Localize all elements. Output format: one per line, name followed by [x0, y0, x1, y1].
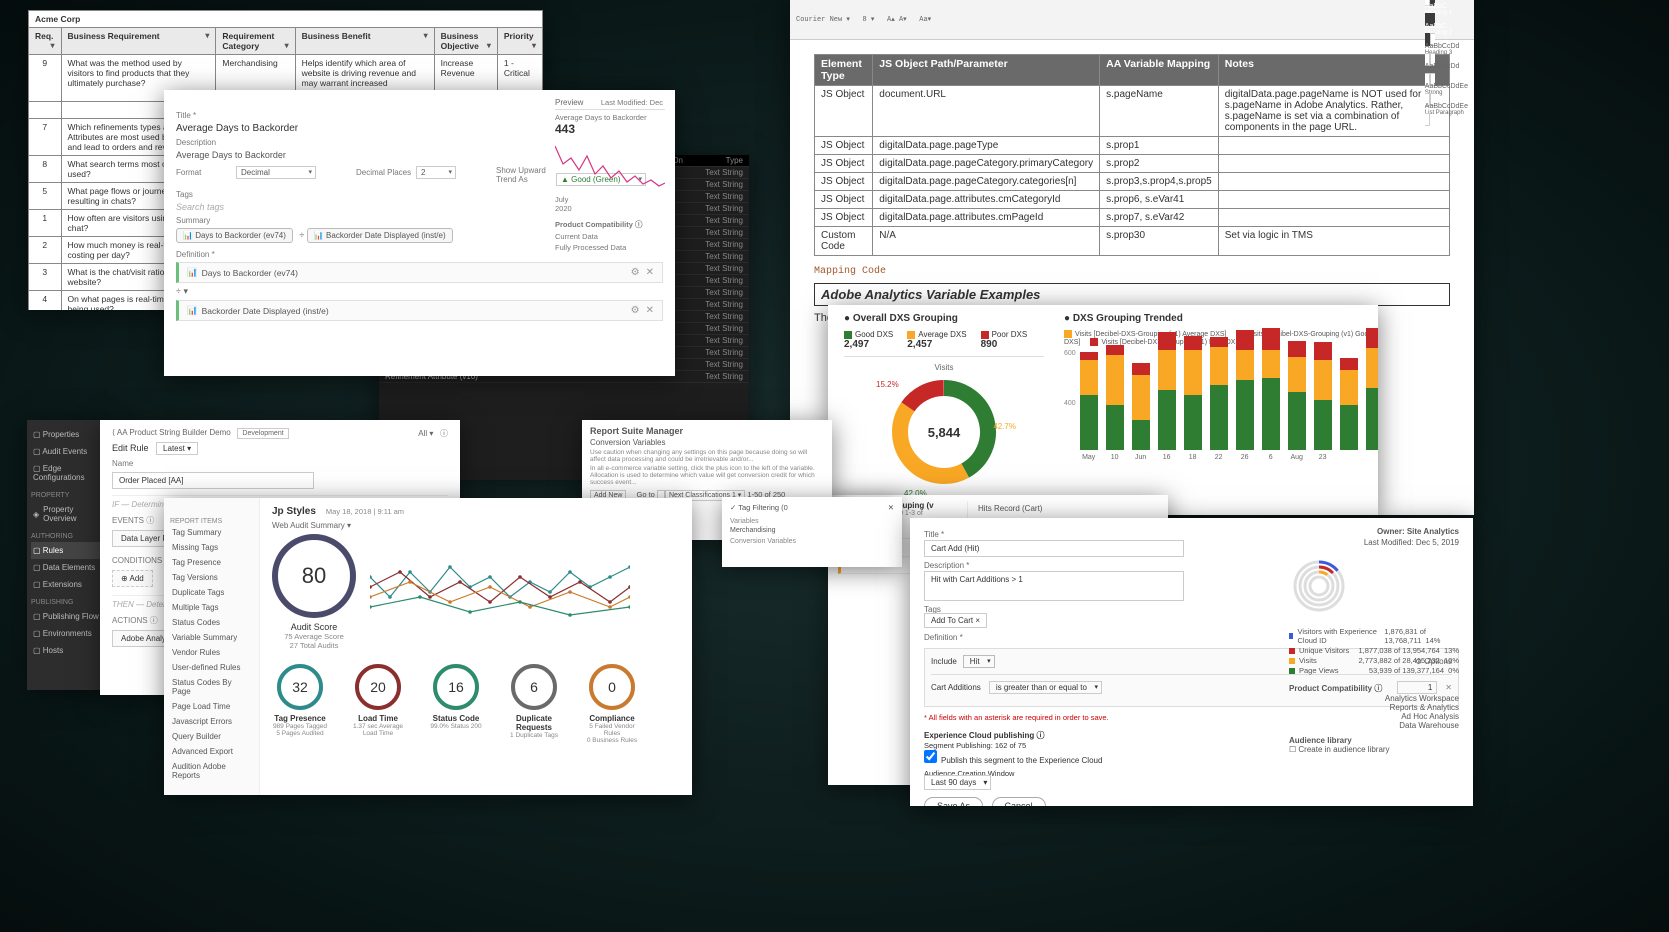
summary-donut: [1289, 556, 1349, 616]
gear-icon[interactable]: ⚙: [631, 267, 640, 278]
corp-header: Acme Corp: [29, 11, 543, 28]
close-icon[interactable]: ✕: [646, 267, 654, 278]
audit-sidebar: REPORT ITEMSTag SummaryMissing TagsTag P…: [164, 498, 260, 795]
window-select[interactable]: Last 90 days▾: [924, 775, 991, 790]
cancel-button[interactable]: Cancel: [992, 797, 1046, 806]
calculated-metric-editor: Last Modified: Dec Title * Average Days …: [164, 90, 675, 376]
segment-desc-input[interactable]: Hit with Cart Additions > 1: [924, 571, 1184, 601]
summary-pill: 📊 Days to Backorder (ev74): [176, 228, 293, 243]
add-condition-button[interactable]: ⊕ Add: [112, 570, 153, 587]
segment-builder: Title * Cart Add (Hit) Description * Hit…: [910, 518, 1473, 806]
code-label: Mapping Code: [814, 266, 1450, 277]
rule-name-input[interactable]: Order Placed [AA]: [112, 472, 314, 489]
gear-icon[interactable]: ⚙: [631, 305, 640, 316]
operator-select[interactable]: ÷ ▾: [176, 286, 663, 297]
stacked-bar-chart: [1080, 350, 1378, 450]
audit-report: REPORT ITEMSTag SummaryMissing TagsTag P…: [164, 498, 692, 795]
close-icon[interactable]: ✕: [888, 503, 894, 512]
property-nav: ▢ Properties▢ Audit Events▢ Edge Configu…: [27, 420, 107, 690]
tab-select[interactable]: Web Audit Summary ▾: [272, 521, 684, 530]
close-icon[interactable]: ✕: [646, 305, 654, 316]
create-library-checkbox[interactable]: ☐ Create in audience library: [1289, 745, 1459, 754]
dimension[interactable]: Cart Additions: [931, 683, 981, 692]
metric-row[interactable]: 📊 Backorder Date Displayed (inst/e)⚙✕: [176, 300, 663, 321]
decimal-select[interactable]: 2: [416, 166, 456, 179]
segment-title-input[interactable]: Cart Add (Hit): [924, 540, 1184, 557]
mapping-table: Element TypeJS Object Path/ParameterAA V…: [814, 54, 1450, 256]
section-heading: Adobe Analytics Variable Examples: [814, 283, 1450, 306]
metric-row[interactable]: 📊 Days to Backorder (ev74)⚙✕: [176, 262, 663, 283]
tag-filtering-panel: ✓ Tag Filtering (0✕ Variables Merchandis…: [722, 497, 902, 567]
version-select[interactable]: Latest ▾: [156, 442, 198, 455]
nav-item[interactable]: ◈ Property Overview: [31, 501, 103, 527]
publish-checkbox[interactable]: [924, 750, 937, 763]
trend-lines-chart: [370, 547, 630, 637]
container-select[interactable]: Hit: [963, 655, 995, 668]
operator-select[interactable]: is greater than or equal to: [989, 681, 1102, 694]
dxs-dashboard: ● Overall DXS Grouping Good DXS2,497Aver…: [828, 305, 1378, 515]
tag-chip[interactable]: Add To Cart ×: [924, 613, 987, 628]
save-as-button[interactable]: Save As: [924, 797, 983, 806]
preview-pane: Preview Average Days to Backorder 443 Ju…: [555, 98, 665, 252]
ribbon: Courier New ▾ 8 ▾ A▴ A▾ Aa▾ AaBbCcDdENor…: [790, 0, 1474, 40]
format-select[interactable]: Decimal: [236, 166, 316, 179]
summary-pill: 📊 Backorder Date Displayed (inst/e): [307, 228, 453, 243]
